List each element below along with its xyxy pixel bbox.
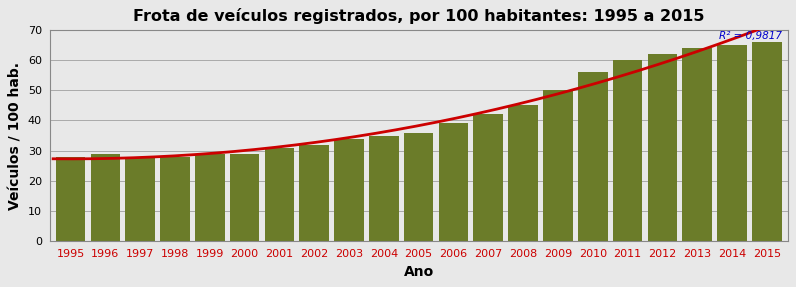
Bar bbox=[125, 157, 155, 241]
Title: Frota de veículos registrados, por 100 habitantes: 1995 a 2015: Frota de veículos registrados, por 100 h… bbox=[133, 8, 704, 24]
Bar bbox=[264, 148, 295, 241]
Bar bbox=[369, 135, 399, 241]
Bar bbox=[543, 90, 572, 241]
Bar bbox=[404, 133, 434, 241]
X-axis label: Ano: Ano bbox=[404, 265, 434, 279]
Bar bbox=[474, 115, 503, 241]
Bar bbox=[578, 72, 607, 241]
Bar bbox=[752, 42, 782, 241]
Bar bbox=[160, 157, 189, 241]
Y-axis label: Veículos / 100 hab.: Veículos / 100 hab. bbox=[8, 62, 22, 210]
Bar bbox=[613, 60, 642, 241]
Bar bbox=[195, 154, 224, 241]
Bar bbox=[91, 154, 120, 241]
Bar bbox=[334, 139, 364, 241]
Bar bbox=[648, 54, 677, 241]
Bar bbox=[230, 154, 259, 241]
Bar bbox=[682, 48, 712, 241]
Bar bbox=[299, 145, 329, 241]
Bar bbox=[717, 45, 747, 241]
Bar bbox=[56, 157, 85, 241]
Bar bbox=[509, 105, 538, 241]
Text: R² = 0,9817: R² = 0,9817 bbox=[720, 31, 782, 41]
Bar bbox=[439, 123, 468, 241]
